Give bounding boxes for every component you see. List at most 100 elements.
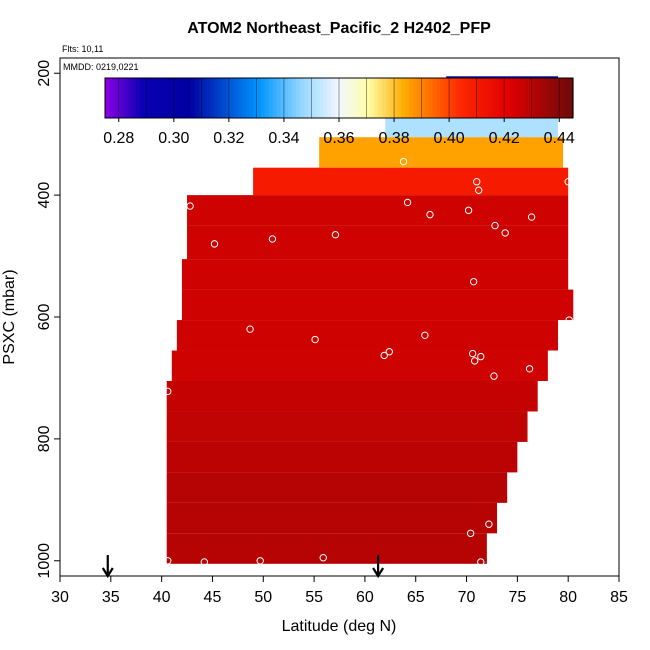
heatmap-band-9 bbox=[171, 350, 548, 381]
colorbar-cell bbox=[288, 78, 293, 118]
heatmap-band-12 bbox=[166, 441, 518, 473]
colorbar-cell bbox=[300, 78, 305, 118]
colorbar-cell bbox=[264, 78, 270, 118]
colorbar-cell bbox=[136, 78, 141, 118]
colorbar-cell bbox=[409, 78, 414, 118]
colorbar-cell bbox=[362, 78, 367, 118]
x-tick-label: 30 bbox=[51, 589, 69, 606]
sample-point-9 bbox=[464, 206, 473, 215]
colorbar-cell bbox=[401, 78, 406, 118]
colorbar-tick-label: 0.38 bbox=[378, 130, 409, 147]
sample-point-30 bbox=[485, 520, 493, 528]
colorbar-cell bbox=[303, 78, 309, 118]
colorbar-cell bbox=[366, 78, 371, 118]
sample-point-16 bbox=[210, 240, 219, 248]
colorbar-cell bbox=[342, 78, 348, 118]
sample-point-24 bbox=[468, 349, 477, 358]
x-tick-label: 65 bbox=[407, 589, 425, 606]
colorbar-cell bbox=[374, 78, 379, 118]
colorbar-cell bbox=[417, 78, 422, 118]
colorbar-cell bbox=[358, 78, 363, 118]
sample-point-17 bbox=[469, 277, 478, 286]
colorbar-cell bbox=[389, 78, 395, 118]
colorbar-cell bbox=[331, 78, 336, 118]
colorbar-cell bbox=[339, 78, 344, 118]
colorbar-cell bbox=[105, 78, 110, 118]
colorbar-cell bbox=[128, 78, 133, 118]
colorbar-cell bbox=[272, 78, 278, 118]
colorbar-cell bbox=[502, 78, 508, 118]
colorbar-cell bbox=[378, 78, 383, 118]
x-tick-label: 55 bbox=[305, 589, 323, 606]
colorbar-cell bbox=[510, 78, 516, 118]
x-axis-label: Latitude (deg N) bbox=[282, 618, 397, 635]
colorbar-tick-label: 0.34 bbox=[268, 130, 299, 147]
x-tick-label: 70 bbox=[458, 589, 476, 606]
colorbar-cell bbox=[292, 78, 297, 118]
y-tick-label: 1000 bbox=[36, 543, 53, 579]
sample-point-26 bbox=[470, 357, 479, 365]
y-axis-label: PSXC (mbar) bbox=[1, 269, 18, 364]
colorbar-cell bbox=[452, 78, 457, 118]
colorbar-tick-label: 0.36 bbox=[323, 130, 354, 147]
colorbar-cell bbox=[506, 78, 512, 118]
sample-point-29 bbox=[164, 387, 172, 396]
chart-title: ATOM2 Northeast_Pacific_2 H2402_PFP bbox=[187, 20, 491, 37]
colorbar-cell bbox=[268, 78, 274, 118]
sample-point-13 bbox=[331, 231, 340, 239]
colorbar-cell bbox=[541, 78, 547, 118]
colorbar-cell bbox=[413, 78, 418, 118]
colorbar-cell bbox=[323, 78, 328, 118]
colorbar-tick-label: 0.42 bbox=[489, 130, 520, 147]
sample-point-4 bbox=[564, 178, 572, 186]
colorbar-cell bbox=[514, 78, 519, 118]
colorbar-cell bbox=[557, 78, 562, 118]
sample-point-12 bbox=[491, 221, 499, 230]
colorbar-cell bbox=[120, 78, 126, 118]
colorbar-cell bbox=[428, 78, 434, 118]
colorbar-cell bbox=[522, 78, 527, 118]
sample-point-3 bbox=[399, 157, 408, 166]
colorbar-cell bbox=[225, 78, 231, 118]
colorbar-cell bbox=[471, 78, 477, 118]
colorbar-tick-label: 0.44 bbox=[544, 130, 575, 147]
x-tick-label: 75 bbox=[508, 589, 526, 606]
colorbar-cell bbox=[315, 78, 321, 118]
y-tick-label: 800 bbox=[36, 425, 53, 452]
colorbar-cell bbox=[526, 78, 531, 118]
colorbar-cell bbox=[179, 78, 184, 118]
y-tick-label: 200 bbox=[36, 60, 53, 87]
colorbar-cell bbox=[140, 78, 145, 118]
x-tick-label: 80 bbox=[559, 589, 577, 606]
flights-label: Flts: 10,11 bbox=[62, 44, 103, 54]
colorbar-cell bbox=[456, 78, 461, 118]
colorbar-cell bbox=[420, 78, 426, 118]
colorbar-cell bbox=[132, 78, 137, 118]
y-tick-label: 400 bbox=[36, 182, 53, 209]
sample-point-35 bbox=[256, 557, 264, 565]
sample-point-33 bbox=[164, 557, 172, 565]
sample-point-36 bbox=[477, 558, 485, 566]
sample-point-8 bbox=[186, 202, 194, 210]
colorbar-cell bbox=[155, 78, 161, 118]
heatmap-band-14 bbox=[166, 502, 498, 534]
colorbar-cell bbox=[190, 78, 196, 118]
x-tick-label: 50 bbox=[254, 589, 272, 606]
dates-label: MMDD: 0219,0221 bbox=[63, 62, 139, 72]
colorbar-cell bbox=[335, 78, 340, 118]
sample-point-23 bbox=[380, 351, 388, 360]
heatmap-band-8 bbox=[176, 320, 559, 351]
sample-point-34 bbox=[200, 558, 209, 566]
colorbar-cell bbox=[261, 78, 266, 118]
colorbar-cell bbox=[498, 78, 504, 118]
heatmap-band-10 bbox=[166, 380, 538, 412]
x-tick-label: 40 bbox=[153, 589, 171, 606]
colorbar-cell bbox=[112, 78, 118, 118]
colorbar-cell bbox=[210, 78, 215, 118]
colorbar-cell bbox=[393, 78, 399, 118]
colorbar-cell bbox=[381, 78, 387, 118]
sample-point-20 bbox=[421, 331, 429, 339]
colorbar-cell bbox=[296, 78, 301, 118]
colorbar-cell bbox=[463, 78, 469, 118]
colorbar-cell bbox=[327, 78, 332, 118]
